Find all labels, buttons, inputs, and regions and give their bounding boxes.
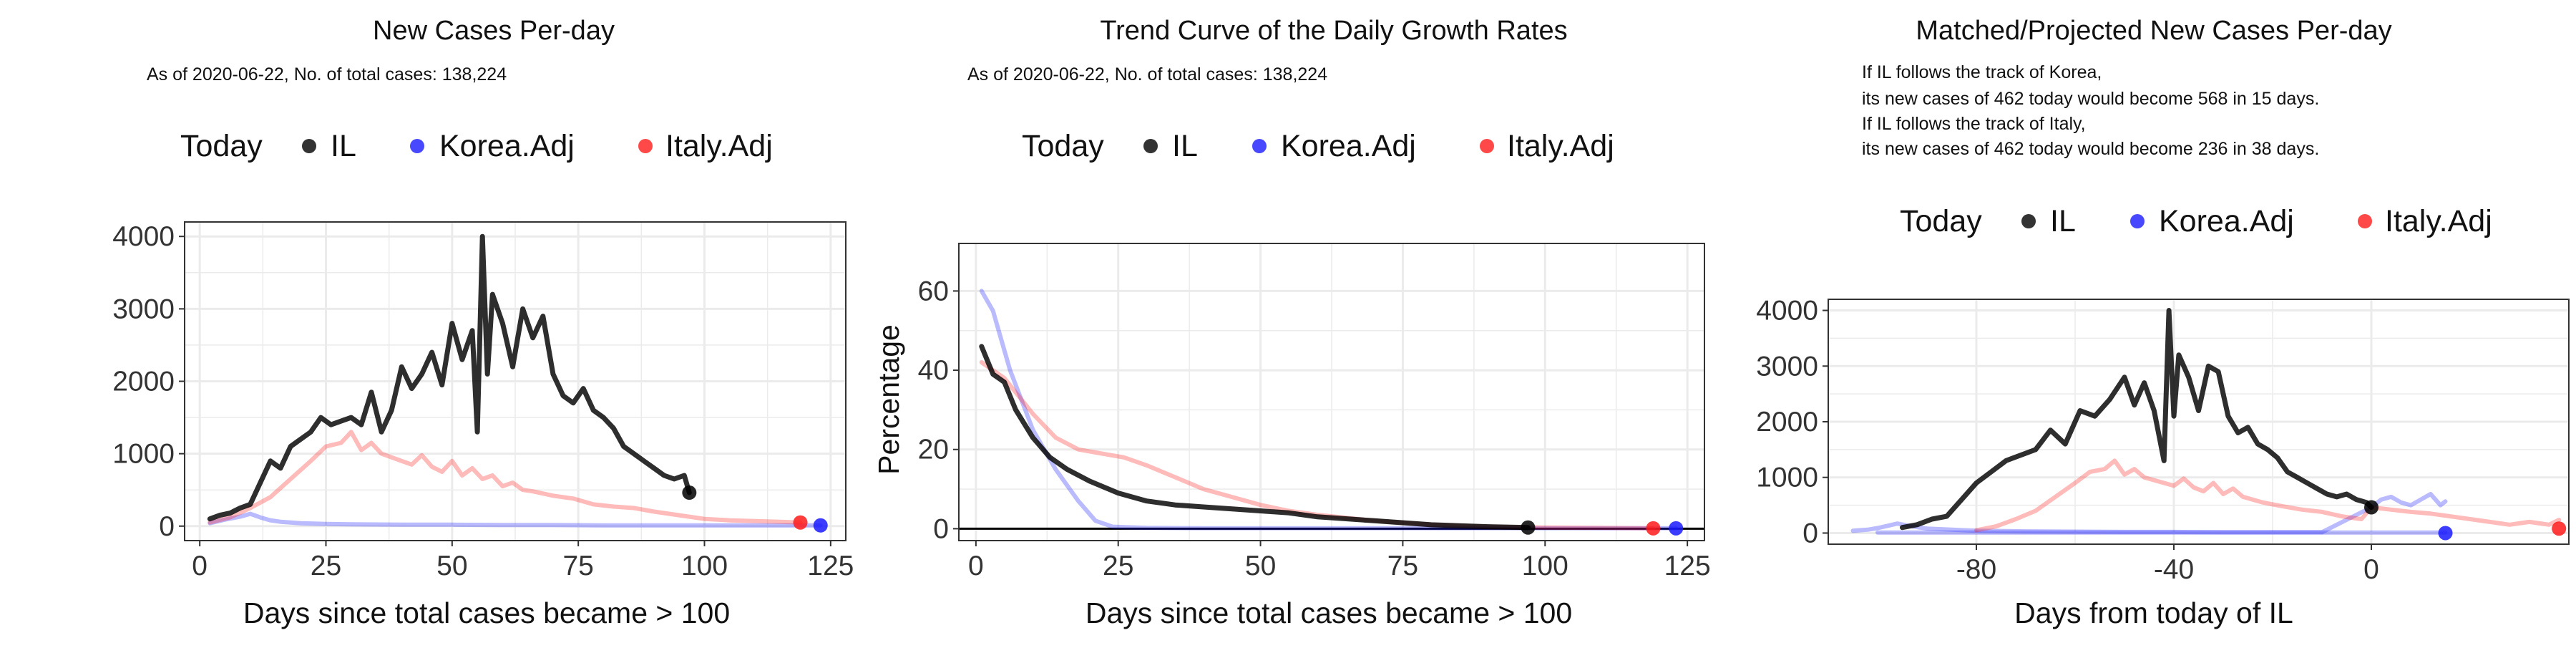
series-line-italy-adj (208, 430, 803, 525)
panel-title: New Cases Per-day (373, 16, 615, 46)
legend-label-korea: Korea.Adj (2159, 204, 2294, 238)
x-tick-label: -40 (2154, 554, 2194, 585)
legend-title: Today (1022, 129, 1104, 163)
x-tick-label: 125 (807, 551, 854, 581)
legend-title: Today (1900, 204, 1982, 238)
series-line-korea-adj (1850, 492, 2448, 535)
legend-marker-italy (1480, 139, 1494, 153)
x-tick-label: 75 (1387, 551, 1418, 581)
series-line-italy-adj (1974, 458, 2562, 533)
x-tick-label: 0 (192, 551, 208, 581)
plot-area: 0 25 50 75 100 125 0 20 40 60 (918, 243, 1711, 581)
x-tick-label: 50 (1245, 551, 1276, 581)
x-tick-label: 25 (1103, 551, 1133, 581)
x-tick-label: 25 (311, 551, 341, 581)
panel-subtitle-line: If IL follows the track of Korea, (1862, 62, 2102, 82)
legend-label-korea: Korea.Adj (1281, 129, 1416, 163)
x-tick-label: 100 (1522, 551, 1568, 581)
legend-label-il: IL (2050, 204, 2076, 238)
panel-border (958, 243, 1705, 541)
legend: Today IL Korea.Adj Italy.Adj (1022, 129, 1614, 163)
panel-new-cases: New Cases Per-day As of 2020-06-22, No. … (112, 16, 854, 629)
series-line-il (979, 344, 1531, 531)
today-point-korea-adj (1669, 521, 1684, 536)
panel-title: Matched/Projected New Cases Per-day (1916, 16, 2391, 46)
x-axis-title: Days since total cases became > 100 (243, 596, 730, 629)
y-tick-label: 1000 (112, 439, 175, 470)
today-point-italy-adj (2552, 521, 2567, 536)
today-point-italy-adj (793, 515, 808, 530)
y-tick-label: 4000 (1756, 296, 1818, 327)
legend-label-italy: Italy.Adj (2385, 204, 2492, 238)
y-tick-label: 3000 (112, 294, 175, 324)
x-tick-label: 50 (436, 551, 467, 581)
legend-label-italy: Italy.Adj (665, 129, 773, 163)
panel-subtitle-line: its new cases of 462 today would become … (1862, 139, 2319, 159)
legend-marker-italy (2358, 214, 2372, 228)
panel-border (1828, 299, 2570, 545)
legend-marker-korea (410, 139, 424, 153)
legend: Today IL Korea.Adj Italy.Adj (180, 129, 773, 163)
panel-subtitle-line: If IL follows the track of Italy, (1862, 114, 2086, 134)
series-line-korea-adj (208, 511, 823, 528)
legend-marker-italy (638, 139, 653, 153)
series-line-il (1900, 308, 2374, 531)
y-tick-label: 1000 (1756, 463, 1818, 493)
panel-border (184, 221, 847, 541)
y-tick-label: 0 (159, 511, 175, 542)
legend-label-il: IL (331, 129, 356, 163)
x-tick-label: 0 (2363, 554, 2379, 585)
y-tick-label: 4000 (112, 221, 175, 252)
today-point-il (682, 485, 697, 500)
legend-marker-il (1143, 139, 1158, 153)
panel-subtitle-line: its new cases of 462 today would become … (1862, 89, 2319, 109)
legend-marker-il (302, 139, 316, 153)
y-tick-label: 0 (1802, 518, 1818, 548)
panel-growth-rates: Trend Curve of the Daily Growth Rates As… (872, 16, 1711, 629)
today-point-italy-adj (1646, 521, 1661, 536)
legend-label-italy: Italy.Adj (1507, 129, 1614, 163)
legend: Today IL Korea.Adj Italy.Adj (1900, 204, 2492, 238)
y-tick-label: 2000 (1756, 407, 1818, 437)
legend-label-korea: Korea.Adj (439, 129, 575, 163)
panel-projected: Matched/Projected New Cases Per-day If I… (1756, 16, 2570, 629)
panel-title: Trend Curve of the Daily Growth Rates (1100, 16, 1567, 46)
x-tick-label: 75 (562, 551, 593, 581)
legend-label-il: IL (1172, 129, 1198, 163)
legend-marker-korea (2130, 214, 2145, 228)
x-axis-title: Days since total cases became > 100 (1085, 596, 1572, 629)
today-point-il (1521, 520, 1536, 535)
y-tick-label: 60 (918, 276, 949, 306)
y-tick-label: 40 (918, 355, 949, 386)
panel-subtitle: As of 2020-06-22, No. of total cases: 13… (967, 64, 1327, 84)
y-tick-label: 20 (918, 435, 949, 465)
x-tick-label: -80 (1956, 554, 1996, 585)
y-axis-title: Percentage (872, 324, 905, 475)
today-point-korea-adj (2438, 526, 2453, 541)
y-tick-label: 0 (933, 513, 949, 544)
today-point-korea-adj (813, 518, 828, 533)
panel-subtitle: As of 2020-06-22, No. of total cases: 13… (147, 64, 507, 84)
x-tick-label: 125 (1664, 551, 1711, 581)
series-line-il (207, 233, 692, 522)
y-tick-label: 3000 (1756, 351, 1818, 382)
x-tick-label: 0 (968, 551, 984, 581)
y-tick-label: 2000 (112, 367, 175, 397)
plot-area: -80 -40 0 0 1000 2000 3000 4000 (1756, 296, 2570, 585)
legend-marker-il (2021, 214, 2036, 228)
x-axis-title: Days from today of IL (2014, 596, 2293, 629)
legend-marker-korea (1252, 139, 1267, 153)
legend-title: Today (180, 129, 263, 163)
plot-area: 0 25 50 75 100 125 0 1000 2000 3000 4000 (112, 221, 854, 581)
x-tick-label: 100 (681, 551, 728, 581)
series-line-korea-adj (979, 289, 1679, 531)
today-point-il (2364, 500, 2379, 515)
